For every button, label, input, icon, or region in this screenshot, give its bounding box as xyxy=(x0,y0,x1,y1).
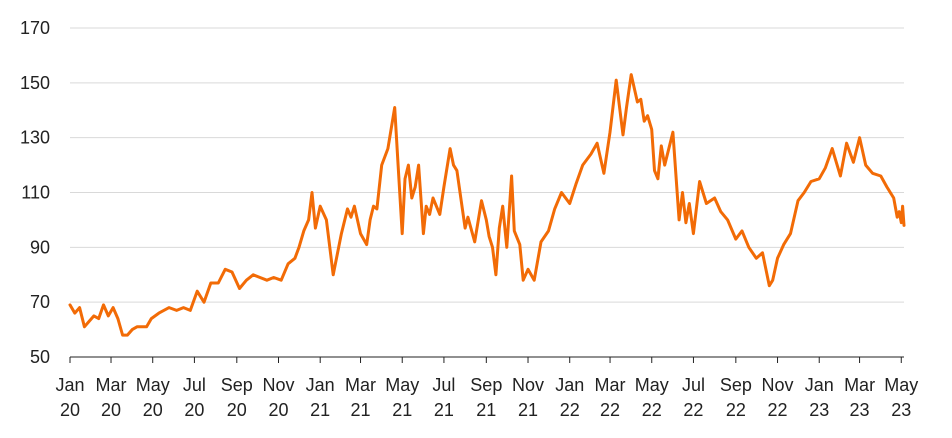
y-tick-label: 90 xyxy=(30,237,50,257)
x-tick-label: Nov 20 xyxy=(262,375,294,420)
series-line xyxy=(68,73,906,337)
y-tick-label: 70 xyxy=(30,292,50,312)
x-tick-label: May 22 xyxy=(635,375,669,420)
series-layer xyxy=(68,73,906,337)
x-tick-label: May 21 xyxy=(385,375,419,420)
y-tick-label: 170 xyxy=(20,18,50,38)
y-tick-label: 110 xyxy=(21,183,50,203)
x-tick-label: Nov 21 xyxy=(512,375,544,420)
gridlines xyxy=(70,27,904,303)
y-axis-tick-labels: 50 70 90 110 130 150 170 xyxy=(20,18,50,367)
y-tick-label: 50 xyxy=(30,347,50,367)
x-tick-label: Mar 22 xyxy=(595,375,626,420)
x-tick-label: Jan 20 xyxy=(55,375,84,420)
x-tick-label: Mar 23 xyxy=(844,375,875,420)
x-tick-label: Jan 23 xyxy=(805,375,834,420)
x-tick-label: Jul 20 xyxy=(183,375,206,420)
y-tick-label: 150 xyxy=(20,73,50,93)
x-axis-tick-marks xyxy=(69,357,902,363)
x-tick-label: Jul 21 xyxy=(432,375,455,420)
x-tick-label: Jul 22 xyxy=(682,375,705,420)
x-tick-label: Mar 21 xyxy=(345,375,376,420)
x-tick-label: Sep 22 xyxy=(720,375,752,420)
y-tick-label: 130 xyxy=(20,128,50,148)
x-tick-label: May 23 xyxy=(884,375,918,420)
x-tick-label: Mar 20 xyxy=(96,375,127,420)
x-tick-label: Sep 20 xyxy=(221,375,253,420)
x-tick-label: Jan 21 xyxy=(306,375,335,420)
x-axis-tick-labels: Jan 20 Mar 20 May 20 Jul 20 Sep 20 Nov 20 Jan 21 Mar 21… xyxy=(55,375,918,420)
x-tick-label: Sep 21 xyxy=(470,375,502,420)
x-tick-label: Jan 22 xyxy=(555,375,584,420)
x-tick-label: May 20 xyxy=(136,375,170,420)
x-tick-label: Nov 22 xyxy=(762,375,794,420)
